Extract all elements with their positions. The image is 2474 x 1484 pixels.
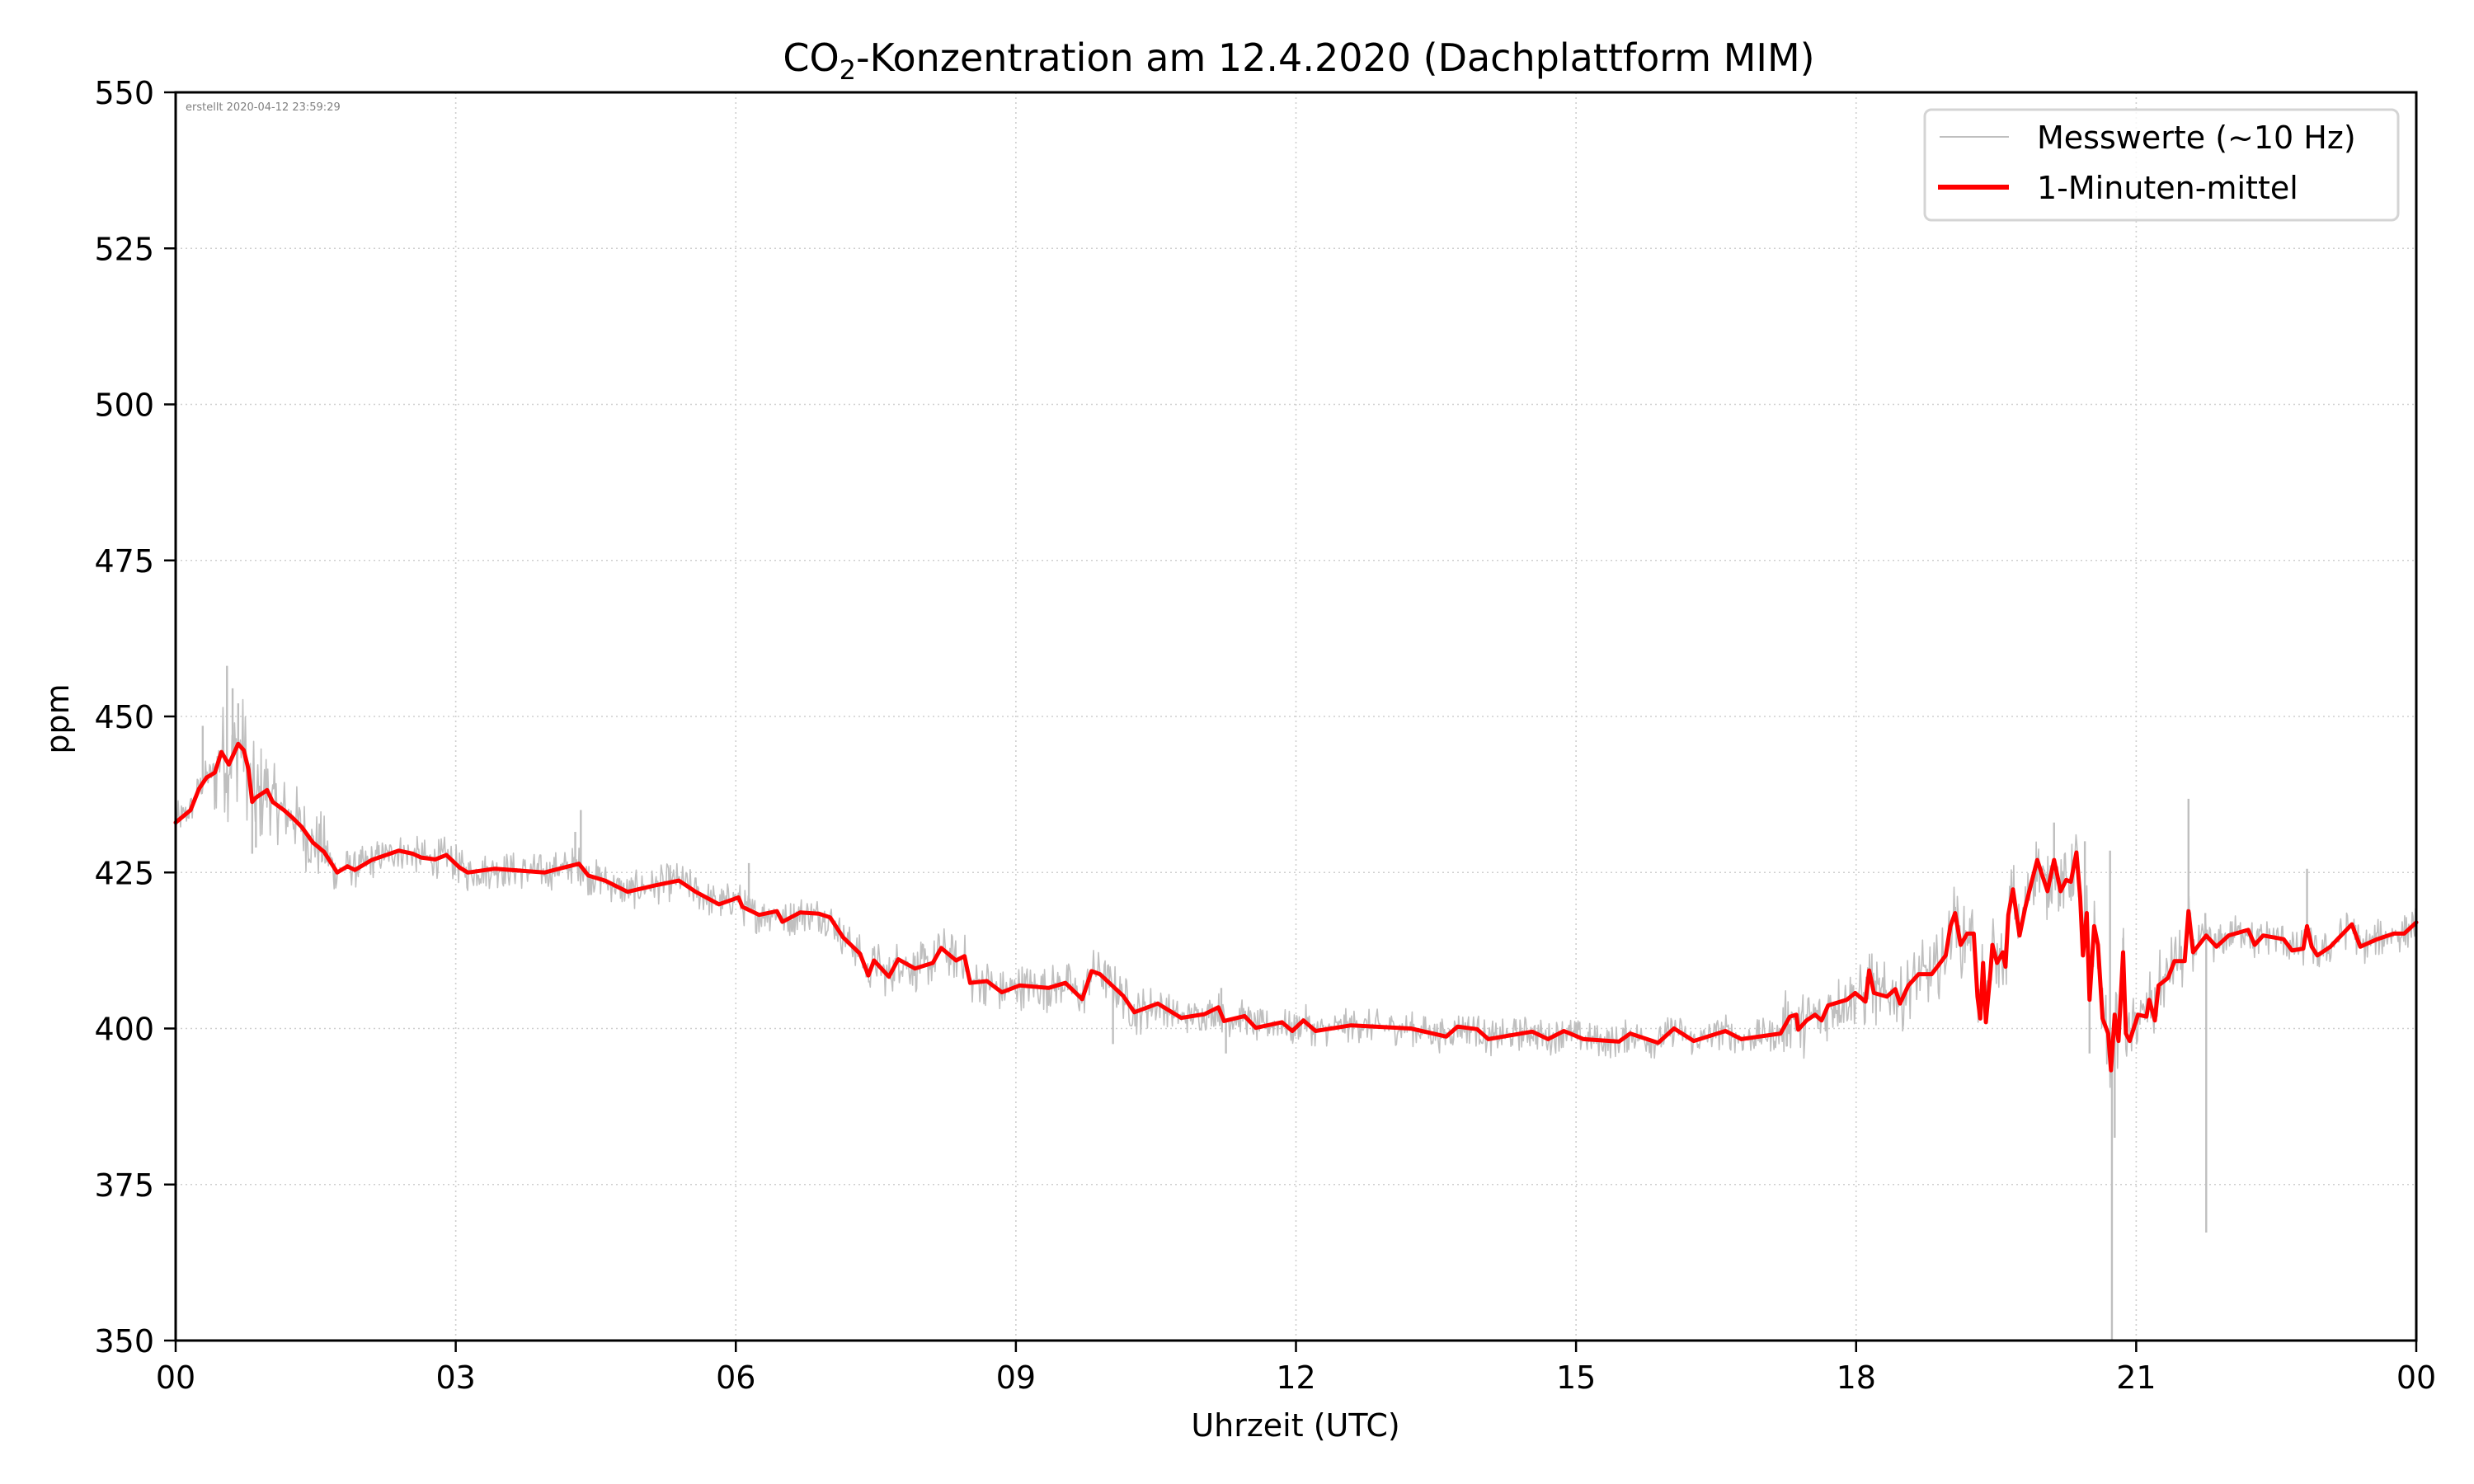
y-tick-label: 450 [94,699,154,735]
grid-lines [176,92,2416,1341]
x-tick-label: 12 [1276,1360,1315,1396]
title-prefix: CO [783,35,839,80]
y-tick-label: 550 [94,75,154,111]
legend-label-1-minuten-mittel: 1-Minuten-mittel [2037,170,2298,206]
x-tick-label: 00 [156,1360,195,1396]
y-tick-label: 425 [94,855,154,891]
y-tick-label: 400 [94,1012,154,1048]
y-axis-label: ppm [40,683,76,754]
title-suffix: -Konzentration am 12.4.2020 (Dachplattfo… [856,35,1815,80]
x-tick-label: 15 [1556,1360,1596,1396]
title-subscript: 2 [840,54,856,86]
x-tick-label: 09 [996,1360,1036,1396]
x-axis-label: Uhrzeit (UTC) [1191,1407,1399,1444]
y-tick-label: 475 [94,543,154,580]
legend-label-messwerte: Messwerte (~10 Hz) [2037,120,2356,156]
y-tick-label: 500 [94,387,154,424]
x-tick-label: 18 [1837,1360,1876,1396]
y-tick-label: 350 [94,1323,154,1360]
chart-title: CO2-Konzentration am 12.4.2020 (Dachplat… [783,35,1814,86]
legend: Messwerte (~10 Hz) 1-Minuten-mittel [1923,108,2400,222]
x-tick-label: 03 [435,1360,475,1396]
x-axis-ticks: 00 03 06 09 12 15 18 21 00 [156,1341,2436,1396]
y-tick-label: 375 [94,1167,154,1204]
mean-line [173,741,2419,1073]
y-axis-ticks: 350 375 400 425 450 475 500 525 550 [94,75,176,1360]
series-1-minuten-mittel [173,741,2419,1073]
created-annotation: erstellt 2020-04-12 23:59:29 [186,101,341,114]
x-tick-label: 00 [2396,1360,2436,1396]
y-tick-label: 525 [94,231,154,267]
x-tick-label: 21 [2116,1360,2156,1396]
x-tick-label: 06 [716,1360,755,1396]
legend-box [1923,108,2400,222]
